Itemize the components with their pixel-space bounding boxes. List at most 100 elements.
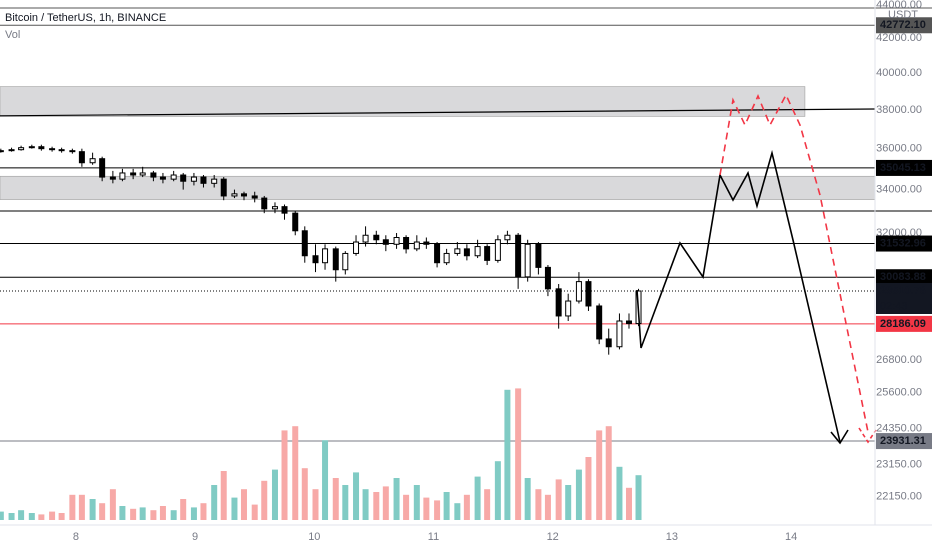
- volume-bar: [413, 485, 420, 520]
- level-label-box: [876, 159, 932, 176]
- volume-bar: [454, 503, 461, 520]
- projection-path-alt: [719, 93, 869, 433]
- candle-body: [605, 338, 612, 348]
- candle-body: [504, 234, 511, 241]
- level-label-box: [876, 433, 932, 450]
- x-tick-label: 14: [785, 531, 797, 543]
- x-tick-label: 8: [73, 531, 79, 543]
- volume-bar: [423, 497, 430, 520]
- volume-bar: [78, 494, 85, 520]
- volume-bar: [373, 492, 380, 520]
- volume-bar: [585, 457, 592, 520]
- volume-bar: [38, 514, 45, 520]
- volume-bar: [575, 469, 582, 520]
- volume-bar: [231, 497, 238, 520]
- countdown: 02:43: [880, 300, 908, 312]
- volume-bar: [58, 513, 65, 520]
- volume-bar: [382, 486, 389, 520]
- level-label: 35045.13: [880, 162, 926, 174]
- volume-bar: [28, 513, 35, 520]
- volume-bar: [443, 492, 450, 520]
- candle-body: [342, 252, 349, 271]
- candle-body: [99, 158, 106, 178]
- x-tick-label: 13: [666, 531, 678, 543]
- x-tick-label: 10: [308, 531, 320, 543]
- candle-body: [159, 176, 166, 180]
- volume-bar: [494, 461, 501, 520]
- volume-bar: [301, 468, 308, 520]
- volume-bar: [565, 485, 572, 520]
- x-tick-label: 12: [547, 531, 559, 543]
- volume-bar: [342, 485, 349, 520]
- volume-label: Vol: [5, 29, 20, 41]
- volume-bar: [616, 466, 623, 520]
- y-tick-label: 23150.00: [876, 459, 922, 471]
- candle-body: [312, 255, 319, 264]
- volume-bar: [139, 507, 146, 520]
- volume-bar: [535, 489, 542, 520]
- volume-bar: [625, 487, 632, 520]
- candle-body: [211, 178, 218, 184]
- volume-bar: [393, 478, 400, 520]
- volume-bar: [362, 489, 369, 520]
- candle-body: [373, 234, 380, 241]
- volume-bar: [271, 469, 278, 520]
- candle-body: [565, 300, 572, 317]
- candle-body: [150, 172, 157, 178]
- candle-body: [585, 281, 592, 307]
- candle-body: [362, 234, 369, 243]
- candle-body: [596, 305, 603, 340]
- volume-bar: [434, 500, 441, 520]
- y-tick-label: 42000.00: [876, 32, 922, 44]
- candle-body: [231, 193, 238, 197]
- y-tick-label: 40000.00: [876, 67, 922, 79]
- volume-bar: [515, 388, 522, 520]
- candle-body: [58, 149, 65, 152]
- series: [0, 144, 642, 520]
- volume-bar: [524, 478, 531, 520]
- y-tick-label: 34000.00: [876, 184, 922, 196]
- volume-bar: [332, 478, 339, 520]
- zone: [0, 86, 806, 117]
- volume-bar: [8, 513, 15, 520]
- candle-body: [322, 248, 329, 264]
- candle-body: [119, 172, 126, 180]
- candle-body: [38, 146, 45, 150]
- candle-body: [281, 206, 288, 214]
- projection-path: [636, 149, 841, 443]
- candle-body: [8, 149, 15, 152]
- candle-body: [0, 150, 4, 153]
- candle-body: [109, 176, 116, 180]
- candle-body: [515, 234, 522, 278]
- candle-body: [535, 243, 542, 268]
- y-tick-label: 25600.00: [876, 387, 922, 399]
- x-tick-label: 11: [428, 531, 439, 543]
- volume-bar: [463, 494, 470, 520]
- trendline: [0, 108, 876, 117]
- candle-body: [180, 174, 187, 182]
- candle-body: [413, 241, 420, 250]
- y-tick-label: 44000.00: [876, 0, 922, 11]
- candle-body: [353, 241, 360, 254]
- volume-bar: [180, 499, 187, 520]
- candle-body: [423, 241, 430, 245]
- volume-bar: [18, 510, 25, 520]
- candle-body: [69, 150, 76, 153]
- volume-bar: [109, 489, 116, 520]
- volume-bar: [150, 510, 157, 520]
- volume-bar: [49, 511, 56, 520]
- candle-body: [575, 281, 582, 302]
- level-label: 30083.88: [880, 271, 926, 283]
- volume-bar: [474, 476, 481, 520]
- candle-body: [220, 178, 227, 197]
- volume-bar: [0, 511, 4, 520]
- volume-bar: [190, 507, 197, 520]
- volume-bar: [504, 389, 511, 520]
- x-tick-label: 9: [192, 531, 198, 543]
- volume-bar: [200, 503, 207, 520]
- projection-arrow: [830, 429, 849, 445]
- volume-bar: [605, 426, 612, 520]
- candle-body: [301, 230, 308, 257]
- candle-body: [251, 195, 258, 199]
- y-tick-label: 22150.00: [876, 490, 922, 502]
